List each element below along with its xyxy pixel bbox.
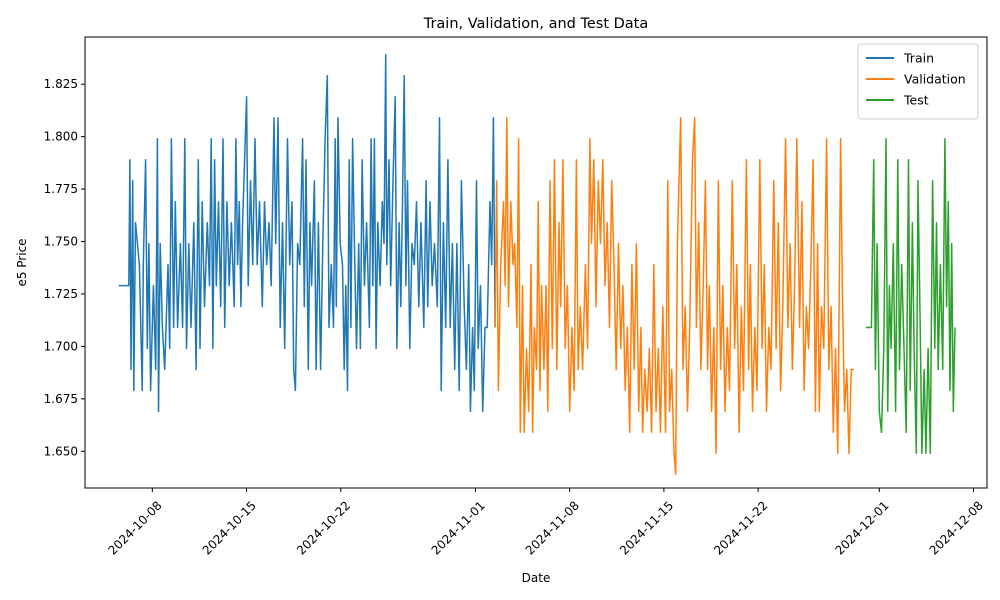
x-tick-label: 2024-10-15 (200, 498, 259, 557)
x-tick-label: 2024-12-01 (832, 498, 891, 557)
series-line-train (118, 54, 496, 413)
y-tick-label: 1.700 (44, 339, 78, 353)
series-line-validation (494, 117, 855, 476)
legend: Train Validation Test (857, 43, 979, 120)
legend-label-validation: Validation (904, 72, 966, 87)
legend-label-test: Test (903, 93, 929, 108)
y-axis: 1.650 1.675 1.700 1.725 1.750 1.775 1.800 1.825 (44, 77, 85, 458)
chart-title: Train, Validation, and Test Data (423, 16, 649, 32)
y-tick-label: 1.800 (44, 130, 78, 144)
y-tick-label: 1.825 (44, 77, 78, 91)
x-tick-label: 2024-11-15 (617, 498, 676, 557)
x-axis: 2024-10-08 2024-10-15 2024-10-22 2024-11-01… (105, 488, 986, 558)
x-axis-label: Date (522, 571, 551, 585)
plot-frame (84, 36, 988, 489)
y-tick-label: 1.675 (44, 392, 78, 406)
x-tick-label: 2024-11-08 (523, 498, 582, 557)
series-layer (118, 54, 956, 476)
legend-label-train: Train (903, 51, 934, 66)
y-axis-label: e5 Price (15, 238, 29, 286)
x-tick-label: 2024-12-08 (927, 498, 986, 557)
x-tick-label: 2024-10-08 (105, 498, 164, 557)
x-tick-label: 2024-11-22 (711, 498, 770, 557)
y-tick-label: 1.750 (44, 235, 78, 249)
y-tick-label: 1.775 (44, 182, 78, 196)
y-tick-label: 1.650 (44, 444, 78, 458)
x-tick-label: 2024-11-01 (429, 498, 488, 557)
y-tick-label: 1.725 (44, 287, 78, 301)
series-line-test (865, 137, 956, 455)
x-tick-label: 2024-10-22 (294, 498, 353, 557)
